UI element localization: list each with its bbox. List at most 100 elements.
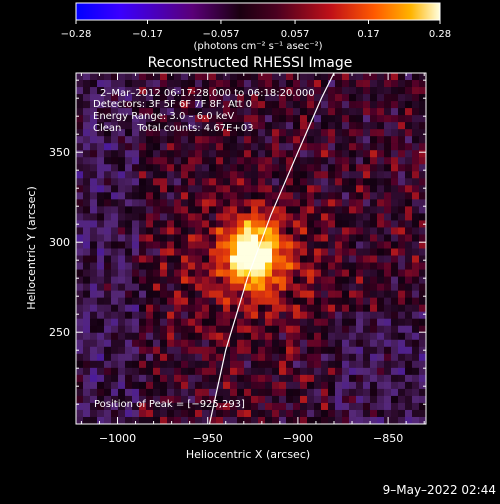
heatmap-cell [97, 115, 105, 123]
heatmap-cell [328, 122, 336, 130]
heatmap-cell [370, 318, 378, 327]
heatmap-cell [83, 416, 91, 424]
heatmap-cell [321, 199, 329, 207]
heatmap-cell [118, 101, 126, 109]
heatmap-cell [363, 206, 371, 214]
heatmap-cell [370, 402, 378, 411]
heatmap-cell [398, 325, 406, 334]
heatmap-cell [118, 395, 126, 404]
heatmap-cell [279, 122, 287, 130]
heatmap-cell [356, 171, 364, 179]
heatmap-cell [139, 234, 147, 242]
heatmap-cell [76, 220, 84, 228]
heatmap-cell [209, 178, 217, 186]
heatmap-cell [258, 248, 266, 256]
heatmap-cell [251, 290, 259, 299]
heatmap-cell [272, 297, 280, 306]
heatmap-cell [216, 318, 224, 327]
heatmap-cell [251, 213, 259, 221]
heatmap-cell [342, 262, 350, 270]
heatmap-cell [97, 262, 105, 270]
heatmap-cell [265, 262, 273, 270]
heatmap-cell [321, 318, 329, 327]
heatmap-cell [230, 283, 238, 292]
peak-position-label: Position of Peak = [−925,293] [94, 399, 245, 410]
heatmap-cell [146, 108, 154, 116]
heatmap-cell [293, 234, 301, 242]
heatmap-cell [237, 213, 245, 221]
heatmap-cell [181, 367, 189, 376]
heatmap-cell [412, 262, 420, 270]
heatmap-cell [314, 318, 322, 327]
heatmap-cell [174, 276, 182, 284]
heatmap-cell [272, 276, 280, 284]
heatmap-cell [321, 80, 329, 88]
heatmap-cell [377, 87, 385, 95]
heatmap-cell [97, 353, 105, 362]
heatmap-cell [419, 129, 426, 137]
heatmap-cell [146, 101, 154, 109]
heatmap-cell [118, 416, 126, 424]
heatmap-cell [342, 381, 350, 390]
heatmap-cell [132, 192, 140, 200]
heatmap-cell [216, 171, 224, 179]
heatmap-cell [209, 115, 217, 123]
heatmap-cell [300, 402, 308, 411]
heatmap-cell [398, 346, 406, 355]
heatmap-cell [398, 283, 406, 292]
heatmap-cell [258, 402, 266, 411]
heatmap-cell [307, 276, 315, 284]
heatmap-cell [118, 220, 126, 228]
heatmap-cell [405, 220, 413, 228]
heatmap-cell [153, 402, 161, 411]
heatmap-cell [391, 353, 399, 362]
heatmap-cell [90, 115, 98, 123]
heatmap-cell [223, 360, 231, 369]
heatmap-cell [391, 262, 399, 270]
heatmap-cell [363, 192, 371, 200]
heatmap-cell [153, 234, 161, 242]
heatmap-cell [300, 101, 308, 109]
heatmap-cell [272, 185, 280, 193]
heatmap-cell [167, 178, 175, 186]
heatmap-cell [202, 157, 210, 165]
heatmap-cell [125, 199, 133, 207]
heatmap-cell [370, 171, 378, 179]
heatmap-cell [76, 241, 84, 249]
heatmap-cell [405, 374, 413, 383]
heatmap-cell [188, 297, 196, 306]
heatmap-cell [377, 339, 385, 348]
heatmap-cell [139, 339, 147, 348]
heatmap-cell [279, 346, 287, 355]
heatmap-cell [146, 143, 154, 151]
heatmap-cell [195, 332, 203, 341]
heatmap-cell [307, 360, 315, 369]
heatmap-cell [160, 73, 168, 81]
heatmap-cell [83, 206, 91, 214]
heatmap-cell [314, 388, 322, 397]
colorbar-tick-label: −0.057 [202, 29, 239, 40]
heatmap-cell [237, 409, 245, 418]
heatmap-cell [223, 199, 231, 207]
heatmap-cell [384, 227, 392, 235]
heatmap-cell [125, 262, 133, 270]
heatmap-cell [300, 262, 308, 270]
heatmap-cell [230, 304, 238, 313]
heatmap-cell [335, 136, 343, 144]
heatmap-cell [300, 122, 308, 130]
heatmap-cell [216, 185, 224, 193]
heatmap-cell [251, 164, 259, 172]
heatmap-cell [202, 94, 210, 102]
heatmap-cell [377, 290, 385, 299]
heatmap-cell [174, 332, 182, 341]
heatmap-cell [356, 332, 364, 341]
heatmap-cell [209, 129, 217, 137]
heatmap-cell [293, 248, 301, 256]
heatmap-cell [419, 73, 426, 81]
heatmap-cell [412, 101, 420, 109]
heatmap-cell [412, 283, 420, 292]
heatmap-cell [293, 269, 301, 277]
heatmap-cell [209, 255, 217, 263]
heatmap-cell [118, 332, 126, 341]
heatmap-cell [216, 283, 224, 292]
